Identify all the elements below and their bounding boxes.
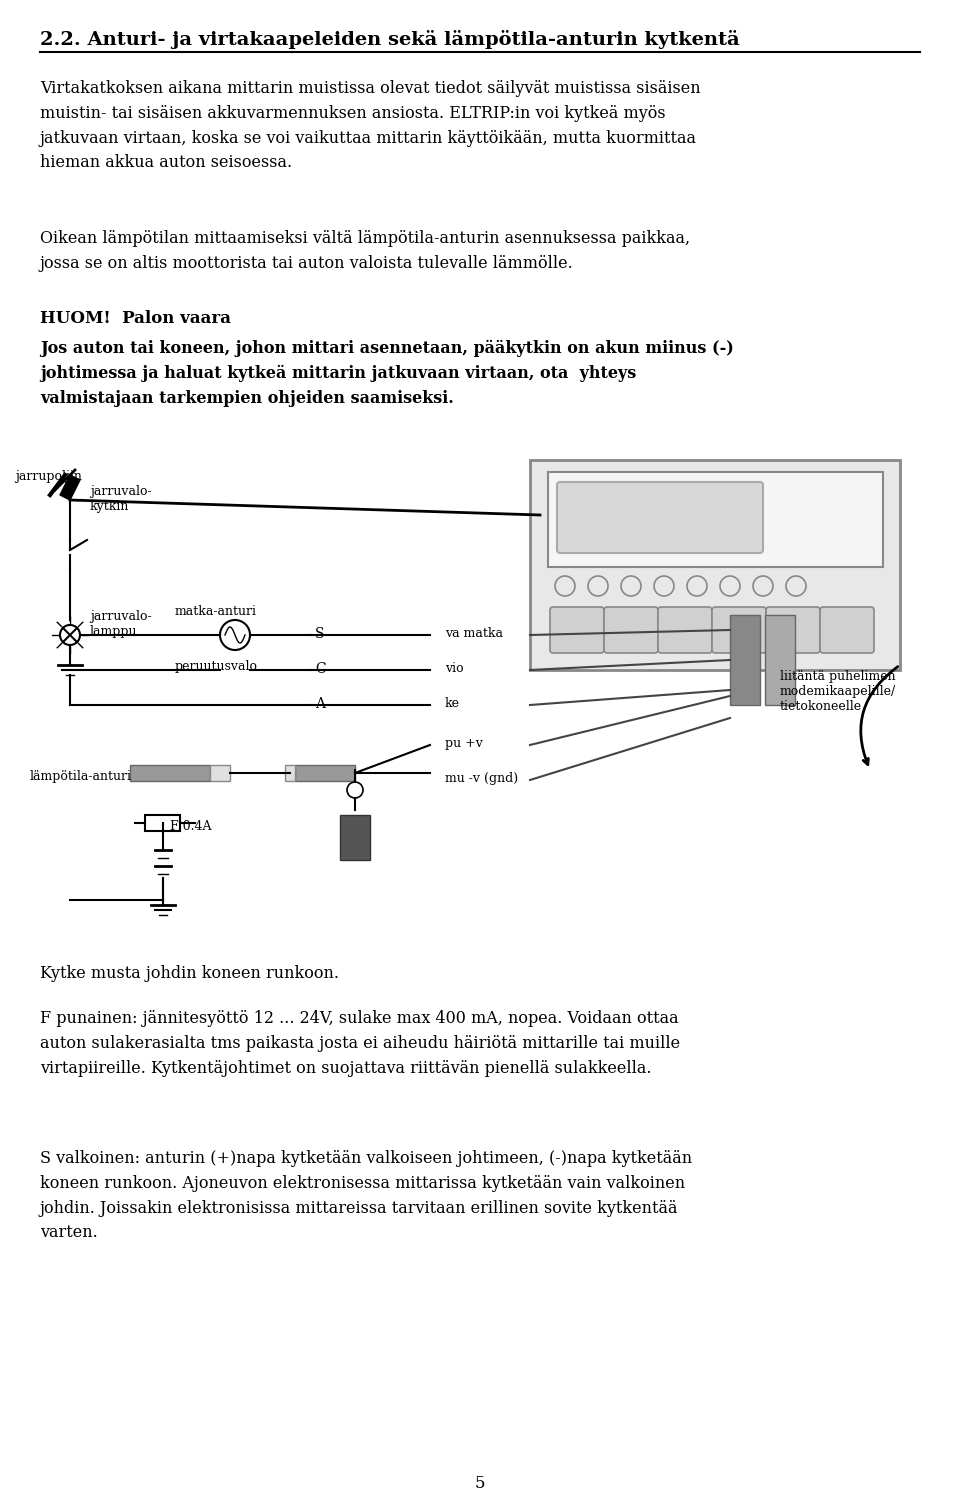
Polygon shape bbox=[60, 476, 80, 500]
Text: 2.2. Anturi- ja virtakaapeleiden sekä lämpötila-anturin kytkentä: 2.2. Anturi- ja virtakaapeleiden sekä lä… bbox=[40, 30, 740, 50]
FancyBboxPatch shape bbox=[820, 607, 874, 653]
FancyBboxPatch shape bbox=[766, 607, 820, 653]
FancyBboxPatch shape bbox=[730, 616, 760, 704]
FancyBboxPatch shape bbox=[712, 607, 766, 653]
FancyBboxPatch shape bbox=[340, 816, 370, 859]
FancyBboxPatch shape bbox=[557, 482, 763, 552]
Circle shape bbox=[60, 625, 80, 646]
Circle shape bbox=[220, 620, 250, 650]
Circle shape bbox=[654, 576, 674, 596]
FancyBboxPatch shape bbox=[210, 765, 230, 781]
FancyBboxPatch shape bbox=[765, 616, 795, 704]
Text: Oikean lämpötilan mittaamiseksi vältä lämpötila-anturin asennuksessa paikkaa,
jo: Oikean lämpötilan mittaamiseksi vältä lä… bbox=[40, 230, 690, 272]
FancyBboxPatch shape bbox=[548, 473, 883, 567]
FancyBboxPatch shape bbox=[550, 607, 604, 653]
Text: Kytke musta johdin koneen runkoon.: Kytke musta johdin koneen runkoon. bbox=[40, 965, 339, 981]
Text: mu -v (gnd): mu -v (gnd) bbox=[445, 772, 518, 786]
Text: peruutusvalo: peruutusvalo bbox=[175, 661, 258, 673]
FancyBboxPatch shape bbox=[145, 816, 180, 831]
Circle shape bbox=[687, 576, 707, 596]
Text: 5: 5 bbox=[475, 1475, 485, 1491]
Circle shape bbox=[621, 576, 641, 596]
Text: va matka: va matka bbox=[445, 628, 503, 640]
Text: S: S bbox=[315, 628, 324, 641]
Text: lämpötila-anturi: lämpötila-anturi bbox=[30, 771, 132, 783]
Text: matka-anturi: matka-anturi bbox=[175, 605, 257, 619]
Text: pu +v: pu +v bbox=[445, 737, 483, 749]
Circle shape bbox=[588, 576, 608, 596]
Text: S valkoinen: anturin (+)napa kytketään valkoiseen johtimeen, (-)napa kytketään
k: S valkoinen: anturin (+)napa kytketään v… bbox=[40, 1150, 692, 1242]
Circle shape bbox=[720, 576, 740, 596]
FancyBboxPatch shape bbox=[295, 765, 355, 781]
Text: liitäntä puhelimen
modemikaapelille/
tietokoneelle: liitäntä puhelimen modemikaapelille/ tie… bbox=[780, 670, 897, 713]
Circle shape bbox=[347, 783, 363, 798]
FancyBboxPatch shape bbox=[130, 765, 210, 781]
Text: ke: ke bbox=[445, 697, 460, 710]
Text: Jos auton tai koneen, johon mittari asennetaan, pääkytkin on akun miinus (-)
joh: Jos auton tai koneen, johon mittari asen… bbox=[40, 340, 733, 406]
Text: F punainen: jännitesyöttö 12 ... 24V, sulake max 400 mA, nopea. Voidaan ottaa
au: F punainen: jännitesyöttö 12 ... 24V, su… bbox=[40, 1010, 680, 1076]
Text: F 0.4A: F 0.4A bbox=[170, 820, 211, 832]
Circle shape bbox=[555, 576, 575, 596]
Text: jarruvalo-
lamppu: jarruvalo- lamppu bbox=[90, 610, 152, 638]
Text: A: A bbox=[315, 697, 325, 710]
Text: C: C bbox=[315, 662, 325, 676]
Circle shape bbox=[753, 576, 773, 596]
FancyBboxPatch shape bbox=[604, 607, 658, 653]
FancyBboxPatch shape bbox=[658, 607, 712, 653]
Text: jarruvalo-
kytkin: jarruvalo- kytkin bbox=[90, 485, 152, 513]
Text: vio: vio bbox=[445, 662, 464, 676]
FancyBboxPatch shape bbox=[285, 765, 295, 781]
Text: jarrupoljin: jarrupoljin bbox=[15, 470, 82, 483]
Text: Virtakatkoksen aikana mittarin muistissa olevat tiedot säilyvät muistissa sisäis: Virtakatkoksen aikana mittarin muistissa… bbox=[40, 80, 701, 172]
Circle shape bbox=[786, 576, 806, 596]
FancyBboxPatch shape bbox=[530, 461, 900, 670]
Text: HUOM!  Palon vaara: HUOM! Palon vaara bbox=[40, 310, 231, 327]
